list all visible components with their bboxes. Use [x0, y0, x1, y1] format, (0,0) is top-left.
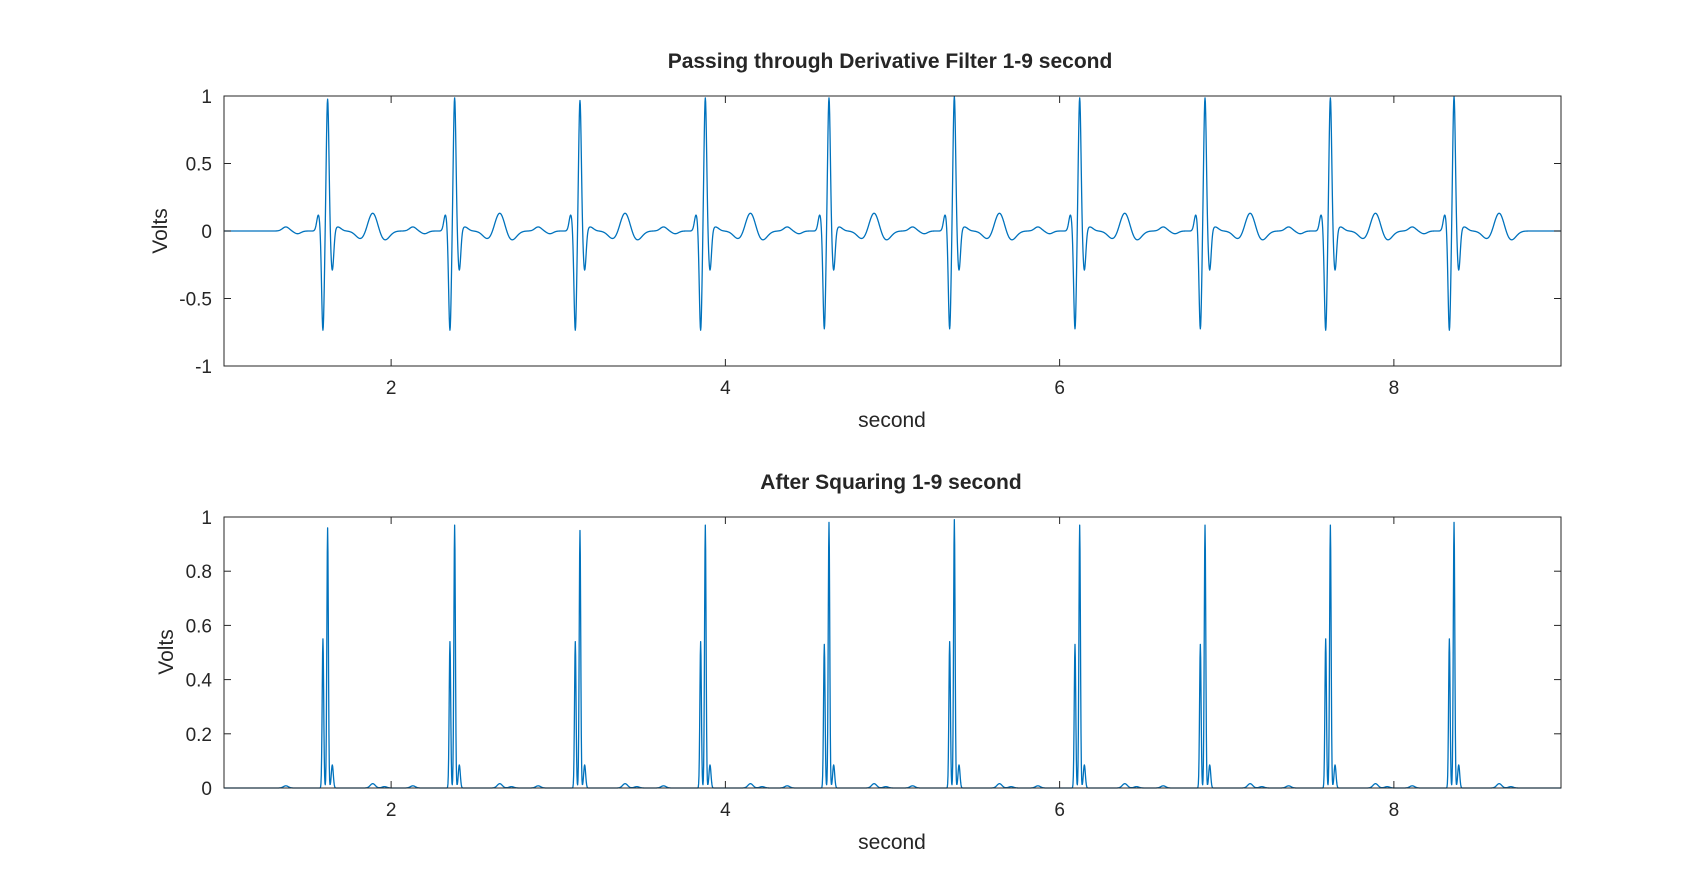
ticks-layer: 2 4 6 8 -1 -0.5 0 0.5 1	[179, 87, 1561, 399]
y-tick-label: -0.5	[179, 290, 212, 311]
y-axis-label: Volts	[149, 208, 172, 254]
y-tick-label: -1	[195, 357, 212, 378]
x-tick-label: 8	[1389, 378, 1400, 399]
x-tick-label: 4	[720, 800, 731, 821]
chart-title: Passing through Derivative Filter 1-9 se…	[668, 50, 1113, 73]
x-tick-label: 4	[720, 378, 731, 399]
y-tick-label: 0.2	[186, 725, 212, 746]
x-tick-label: 6	[1054, 800, 1065, 821]
y-tick-label: 0.5	[186, 155, 212, 176]
x-tick-label: 6	[1054, 378, 1065, 399]
x-axis-label: second	[858, 409, 926, 432]
y-tick-label: 1	[201, 87, 212, 108]
signal-line	[223, 95, 1562, 331]
subplot-derivative-filter: Passing through Derivative Filter 1-9 se…	[149, 50, 1562, 432]
axes-box	[223, 516, 1562, 789]
y-tick-label: 0	[201, 779, 212, 800]
x-axis-label: second	[858, 831, 926, 854]
ticks-layer: 2 4 6 8 0 0.2 0.4 0.6 0.8 1	[186, 508, 1561, 821]
chart-title: After Squaring 1-9 second	[760, 471, 1021, 494]
y-axis-label: Volts	[155, 629, 178, 675]
y-tick-label: 1	[201, 508, 212, 529]
y-tick-label: 0.8	[186, 562, 212, 583]
x-tick-label: 8	[1389, 800, 1400, 821]
x-tick-label: 2	[386, 378, 397, 399]
x-tick-label: 2	[386, 800, 397, 821]
subplot-after-squaring: After Squaring 1-9 second 2 4 6 8 0 0.2 0.4 0.6…	[155, 471, 1562, 854]
y-tick-label: 0.4	[186, 671, 213, 692]
y-tick-label: 0	[201, 222, 212, 243]
y-tick-label: 0.6	[186, 616, 212, 637]
